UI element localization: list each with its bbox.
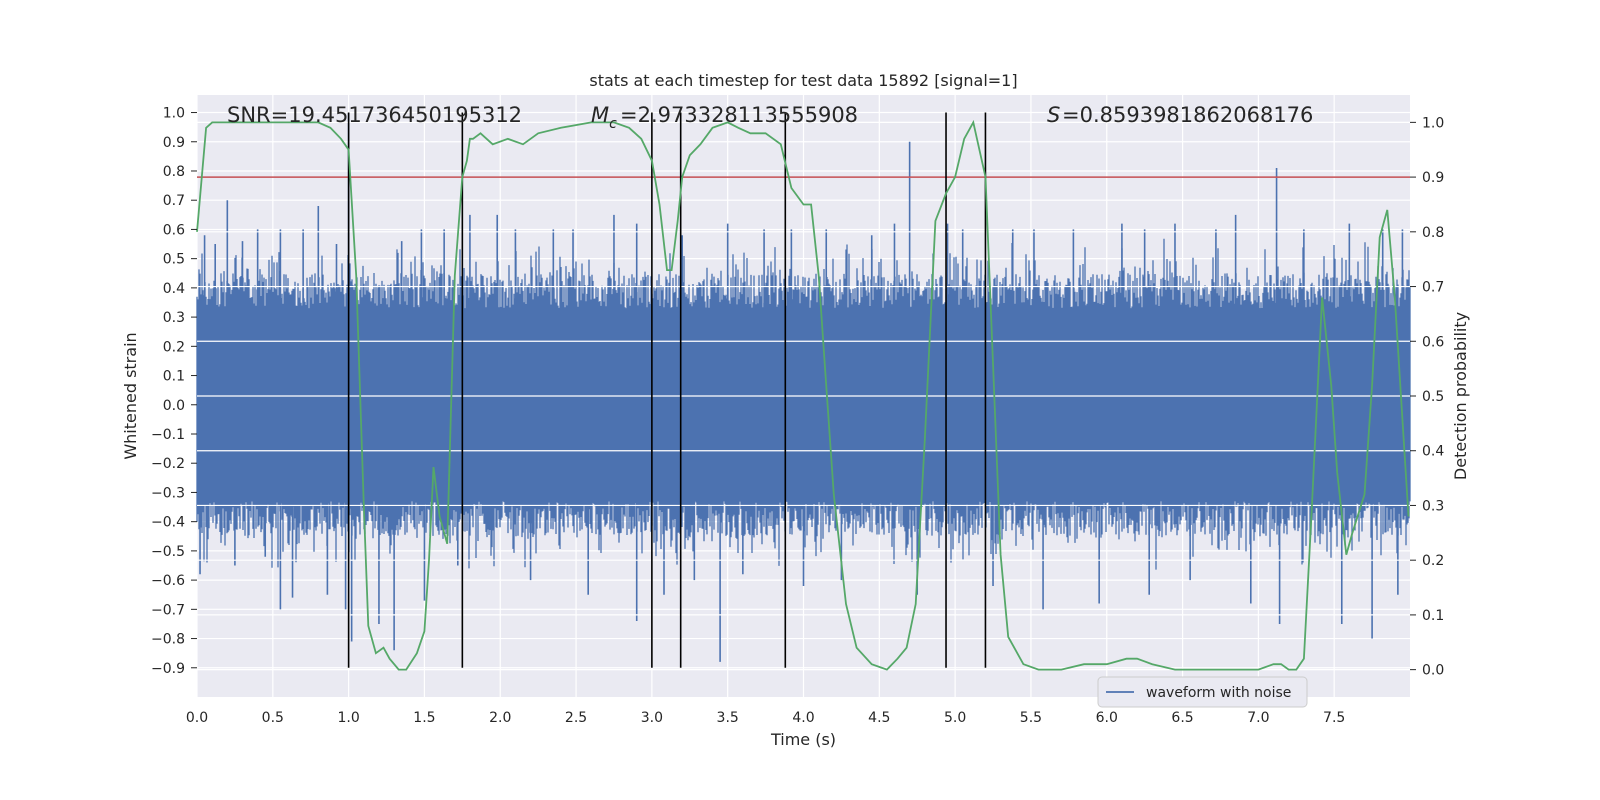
y-axis-label: Whitened strain	[121, 332, 140, 459]
y-tick-label: 1.0	[163, 106, 185, 122]
x-tick-label: 5.0	[944, 710, 966, 726]
strain-series	[196, 112, 1411, 662]
y2-tick-label: 0.2	[1422, 553, 1444, 569]
y2-tick-label: 0.5	[1422, 389, 1444, 405]
x-axis: 0.0 0.5 1.0 1.5 2.0 2.5 3.0 3.5 4.0 4.5 5.0 5.5 6.0 6…	[186, 710, 1345, 726]
x-tick-label: 0.5	[262, 710, 284, 726]
x-tick-label: 2.5	[565, 710, 587, 726]
y-tick-label: 0.1	[163, 369, 185, 385]
probability-line	[196, 119, 1410, 671]
chirp-mass-annotation: Mc =2.973328113555908	[591, 103, 858, 132]
x-axis-label: Time (s)	[770, 730, 836, 749]
svg-text:Mc: Mc	[591, 103, 617, 132]
y-tick-label: 0.2	[163, 339, 185, 355]
y-tick-label: −0.7	[151, 602, 185, 618]
y-tick-label: 0.6	[163, 222, 185, 238]
y-tick-label: −0.3	[151, 485, 185, 501]
x-tick-label: 3.0	[641, 710, 663, 726]
y2-tick-label: 0.0	[1422, 663, 1444, 679]
y2-tick-label: 0.9	[1422, 170, 1444, 186]
trigger-lines	[347, 112, 987, 668]
y2-tick-label: 0.3	[1422, 498, 1444, 514]
y-tick-label: 0.0	[163, 398, 185, 414]
y-tick-label: −0.5	[151, 544, 185, 560]
y2-axis-label: Detection probability	[1451, 312, 1470, 480]
legend-box	[1097, 676, 1308, 708]
y-tick-label: 0.5	[163, 252, 185, 268]
x-tick-label: 0.0	[186, 710, 208, 726]
chart-title: stats at each timestep for test data 158…	[589, 71, 1017, 90]
legend: waveform with noise	[1097, 676, 1308, 708]
y-tick-label: −0.9	[151, 661, 185, 677]
x-tick-label: 2.0	[489, 710, 511, 726]
x-tick-label: 7.0	[1247, 710, 1269, 726]
y-tick-label: −0.8	[151, 632, 185, 648]
y2-tick-label: 0.6	[1422, 334, 1444, 350]
y-tick-label: 0.7	[163, 193, 185, 209]
y-axis-left: 1.0 0.9 0.8 0.7 0.6 0.5 0.4 0.3 0.2 0.1 0.0 −0.1 −0.…	[151, 106, 197, 677]
y-tick-label: −0.6	[151, 573, 185, 589]
y2-tick-label: 1.0	[1422, 115, 1444, 131]
y2-tick-label: 0.1	[1422, 608, 1444, 624]
y-tick-label: 0.8	[163, 164, 185, 180]
y-tick-label: 0.4	[163, 281, 185, 297]
y-tick-label: −0.1	[151, 427, 185, 443]
y2-tick-label: 0.7	[1422, 280, 1444, 296]
x-tick-label: 3.5	[717, 710, 739, 726]
x-tick-label: 1.5	[413, 710, 435, 726]
x-tick-label: 6.0	[1096, 710, 1118, 726]
x-tick-label: 1.0	[337, 710, 359, 726]
s-annotation: S =0.8593981862068176	[1047, 103, 1313, 127]
x-tick-label: 4.5	[868, 710, 890, 726]
y-tick-label: 0.3	[163, 310, 185, 326]
legend-label: waveform with noise	[1146, 685, 1291, 701]
y2-tick-label: 0.4	[1422, 444, 1444, 460]
snr-annotation: SNR=19.451736450195312	[227, 103, 522, 127]
y-tick-label: −0.2	[151, 456, 185, 472]
x-tick-label: 4.0	[792, 710, 814, 726]
y-tick-label: −0.4	[151, 515, 185, 531]
y-tick-label: 0.9	[163, 135, 185, 151]
x-tick-label: 6.5	[1171, 710, 1193, 726]
y-axis-right: 1.0 0.9 0.8 0.7 0.6 0.5 0.4 0.3 0.2 0.1 0.0	[1410, 115, 1444, 679]
chirp-mass-value: =2.973328113555908	[620, 103, 858, 127]
y2-tick-label: 0.8	[1422, 225, 1444, 241]
x-tick-label: 7.5	[1323, 710, 1345, 726]
s-value: =0.8593981862068176	[1062, 103, 1313, 127]
x-tick-label: 5.5	[1020, 710, 1042, 726]
svg-text:S: S	[1047, 103, 1060, 127]
